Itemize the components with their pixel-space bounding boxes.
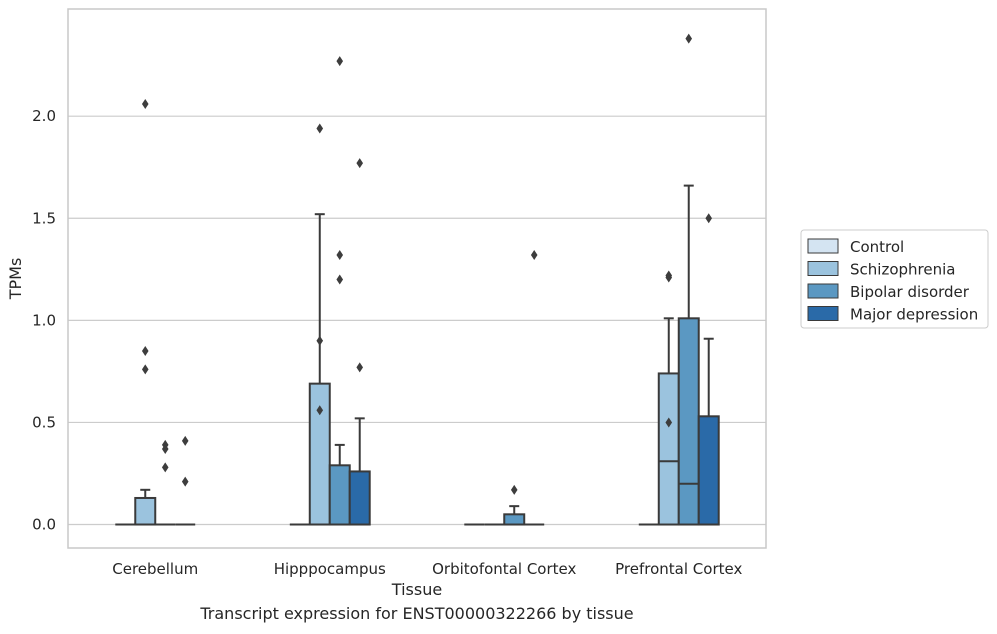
legend-label: Schizophrenia — [850, 261, 955, 279]
outlier-point — [181, 476, 189, 487]
y-tick-label: 0.0 — [32, 516, 56, 534]
y-tick-label: 2.0 — [32, 107, 56, 125]
outlier-point — [510, 484, 518, 495]
legend-swatch — [807, 261, 839, 276]
box — [503, 513, 526, 526]
outlier-point — [336, 274, 344, 285]
legend-label: Control — [850, 238, 904, 256]
legend-label: Bipolar disorder — [850, 283, 970, 301]
x-axis-label: Tissue — [391, 580, 442, 599]
x-tick-label: Prefrontal Cortex — [615, 560, 742, 578]
box — [348, 470, 371, 526]
x-tick-label: Cerebellum — [112, 560, 198, 578]
box — [657, 372, 680, 526]
outlier-point — [141, 345, 149, 356]
box — [134, 496, 157, 526]
x-tick-label: Hipppocampus — [274, 560, 386, 578]
y-tick-label: 0.5 — [32, 413, 56, 431]
outlier-point — [685, 33, 693, 44]
outlier-point — [705, 213, 713, 224]
legend-swatch — [807, 283, 839, 299]
y-tick-label: 1.0 — [32, 311, 56, 329]
x-tick-label: Orbitofontal Cortex — [432, 560, 576, 578]
box — [697, 415, 720, 526]
plot-frame — [67, 8, 767, 549]
outlier-point — [161, 462, 169, 473]
chart-caption: Transcript expression for ENST0000032226… — [200, 604, 634, 623]
outlier-point — [161, 443, 169, 454]
y-axis-label: TPMs — [6, 258, 25, 301]
outlier-point — [530, 250, 538, 261]
y-tick-label: 1.5 — [32, 209, 56, 227]
legend-label: Major depression — [850, 306, 978, 324]
outlier-point — [356, 362, 364, 373]
outlier-point — [141, 98, 149, 109]
outlier-point — [356, 158, 364, 169]
legend-swatch — [807, 306, 839, 321]
outlier-point — [665, 272, 673, 283]
outlier-point — [665, 417, 673, 428]
box — [677, 317, 700, 526]
outlier-point — [316, 335, 324, 346]
legend-box — [800, 229, 989, 329]
outlier-point — [316, 123, 324, 134]
outlier-point — [336, 56, 344, 67]
outlier-point — [336, 250, 344, 261]
outlier-point — [141, 364, 149, 375]
outlier-point — [316, 405, 324, 416]
box — [328, 464, 351, 526]
box — [308, 382, 331, 526]
legend-swatch — [807, 238, 839, 254]
outlier-point — [181, 435, 189, 446]
